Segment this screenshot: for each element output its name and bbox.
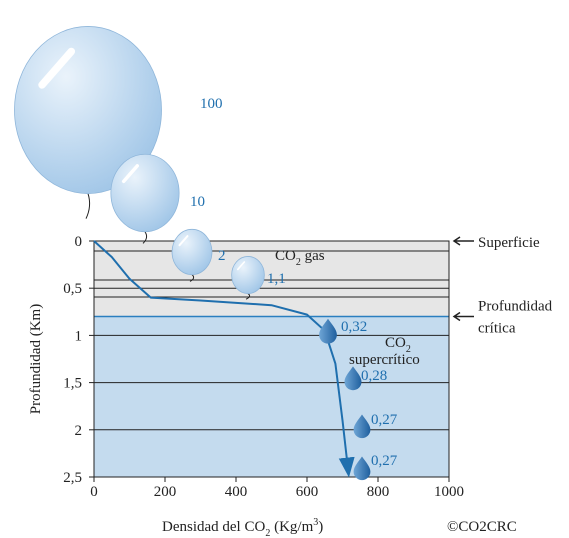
balloon xyxy=(111,154,179,232)
balloon xyxy=(172,229,212,274)
droplet-label: 0,27 xyxy=(371,412,398,428)
x-tick-label: 800 xyxy=(367,484,390,500)
y-tick-label: 2,5 xyxy=(63,470,82,486)
supercritical-label-part: CO xyxy=(385,335,406,351)
page: {"chart_data": {"type": "line", "x": [0,… xyxy=(0,0,569,538)
y-tick-label: 1 xyxy=(75,328,83,344)
x-tick-label: 600 xyxy=(296,484,319,500)
y-tick-label: 0,5 xyxy=(63,281,82,297)
critical-label: crítica xyxy=(478,321,516,337)
balloon-label: 2 xyxy=(218,248,226,264)
x-tick-label: 400 xyxy=(225,484,248,500)
credit: ©CO2CRC xyxy=(447,519,517,535)
x-tick-label: 200 xyxy=(154,484,177,500)
gas-label-part: CO xyxy=(275,248,296,264)
supercritical-label: supercrítico xyxy=(349,352,420,368)
surface-arrow xyxy=(454,237,474,245)
droplet-label: 0,27 xyxy=(371,453,398,469)
x-tick-label: 1000 xyxy=(434,484,464,500)
critical-arrow xyxy=(454,313,474,321)
balloon-string xyxy=(86,194,90,219)
x-axis-label: Densidad del CO2 (Kg/m3) xyxy=(162,517,323,538)
balloon-label: 1,1 xyxy=(267,271,286,287)
x-tick-label: 0 xyxy=(90,484,98,500)
chart: 0 0,5 1 1,5 2 2,5 0 200 400 600 800 1000 Profundidad… xyxy=(0,0,569,538)
gas-label-part: gas xyxy=(301,248,325,264)
surface-label: Superficie xyxy=(478,235,540,251)
y-axis-label: Profundidad (Km) xyxy=(28,304,44,414)
balloon-label: 100 xyxy=(200,96,223,112)
x-axis-label-part: Densidad del CO xyxy=(162,519,265,535)
balloon-label: 10 xyxy=(190,194,205,210)
droplet-label: 0,32 xyxy=(341,319,367,335)
y-tick-label: 2 xyxy=(75,423,83,439)
droplet-label: 0,28 xyxy=(361,368,387,384)
x-axis-label-part: ) xyxy=(318,519,323,535)
balloon xyxy=(232,256,265,293)
y-tick-label: 0 xyxy=(75,234,83,250)
y-tick-label: 1,5 xyxy=(63,376,82,392)
x-axis-label-part: (Kg/m xyxy=(270,519,313,535)
critical-label: Profundidad xyxy=(478,299,553,315)
